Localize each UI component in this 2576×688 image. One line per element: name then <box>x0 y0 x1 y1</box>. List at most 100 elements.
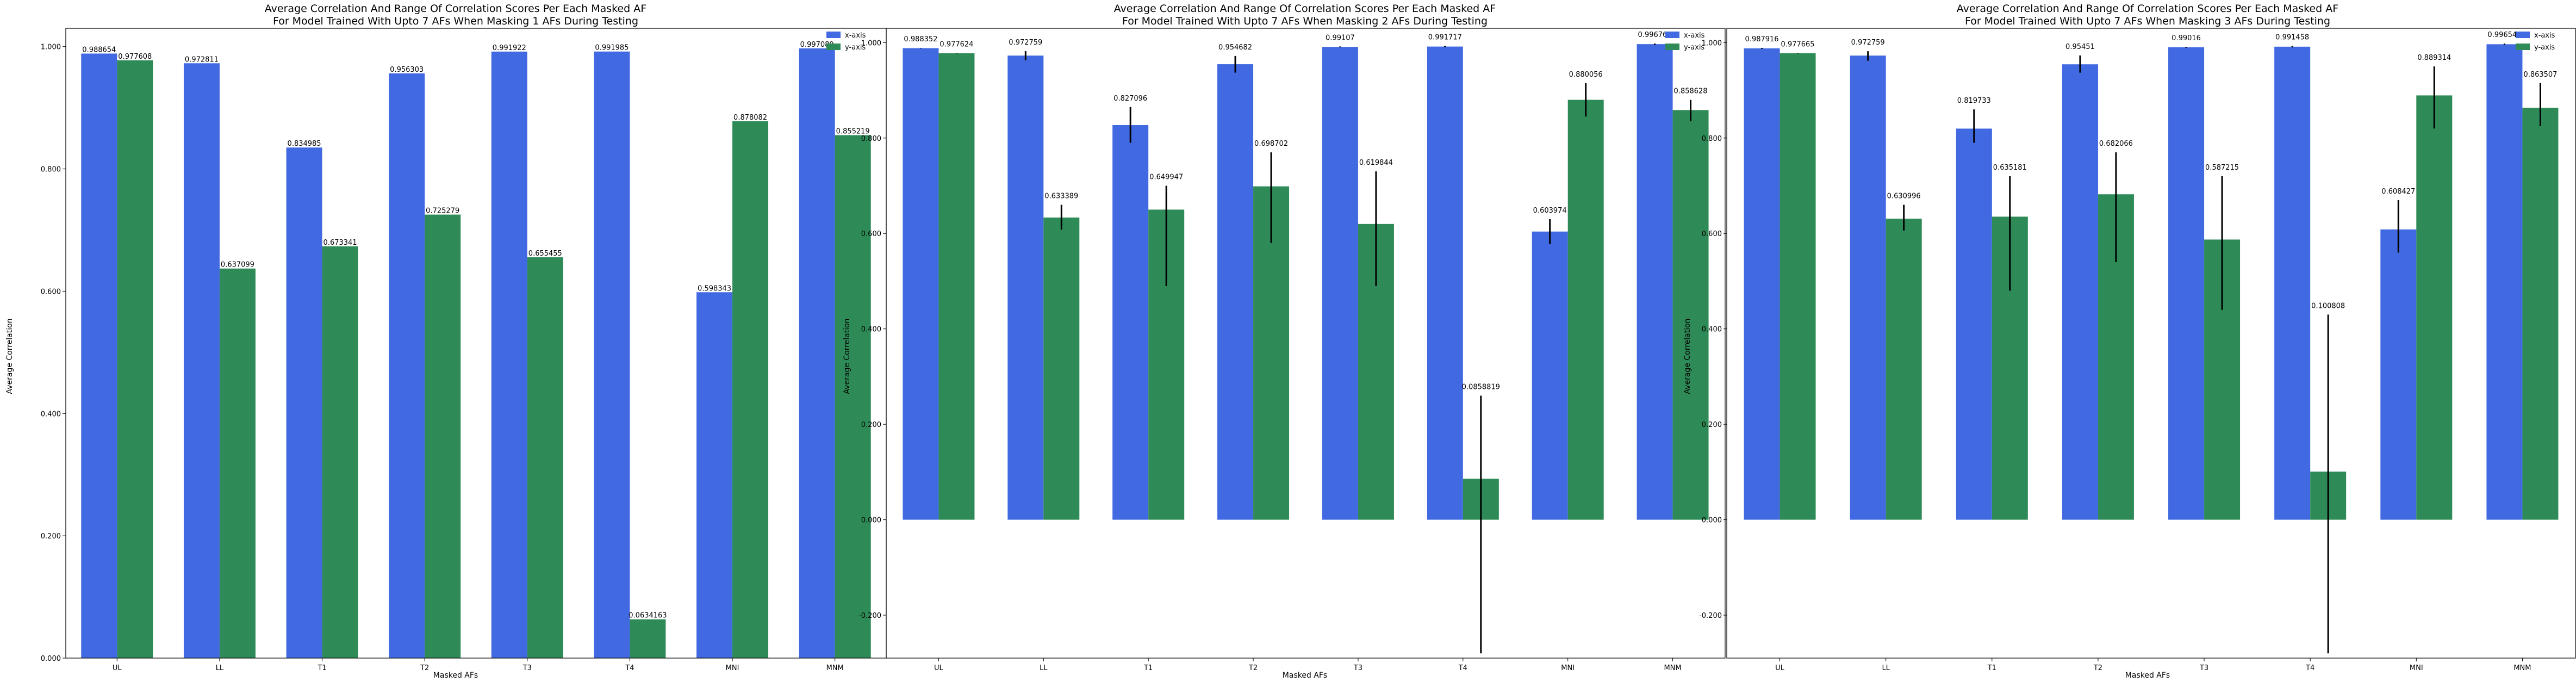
data-label: 0.991985 <box>595 44 629 52</box>
x-tick-label: T3 <box>522 664 532 672</box>
chart-panel-1: Average Correlation And Range Of Correla… <box>5 3 887 680</box>
legend-swatch <box>1665 44 1679 50</box>
data-label: 0.633389 <box>1044 193 1078 201</box>
data-label: 0.996545 <box>2487 31 2521 39</box>
legend-label: x-axis <box>1684 32 1705 40</box>
data-label: 0.655455 <box>528 250 562 258</box>
data-label: 0.598343 <box>698 284 731 293</box>
x-axis-bar <box>696 292 733 658</box>
x-tick-label: T3 <box>1353 664 1362 672</box>
y-tick-label: 0.800 <box>41 166 61 174</box>
data-label: 0.834985 <box>288 140 321 148</box>
y-axis-bar <box>835 135 871 659</box>
x-axis-bar <box>2380 229 2417 520</box>
legend-swatch <box>826 44 841 50</box>
x-axis-bar <box>1217 64 1254 520</box>
data-label: 0.991922 <box>493 44 526 52</box>
y-axis-bar <box>1779 53 1816 520</box>
legend-label: x-axis <box>2534 32 2555 40</box>
x-tick-label: MNM <box>826 664 844 672</box>
x-tick-label: T4 <box>625 664 634 672</box>
y-axis-bar <box>425 214 461 658</box>
data-label: 0.972759 <box>1009 39 1042 47</box>
data-label: 0.987916 <box>1745 35 1779 44</box>
chart-title: Average Correlation And Range Of Correla… <box>1957 3 2338 15</box>
x-tick-label: T2 <box>1248 664 1258 672</box>
legend: x-axis y-axis <box>826 32 866 52</box>
x-axis-bar <box>594 51 630 658</box>
data-label: 0.996766 <box>1638 31 1672 39</box>
data-label: 0.673341 <box>323 239 357 247</box>
data-label: 0.858628 <box>1674 88 1708 96</box>
legend-swatch <box>826 32 841 38</box>
data-label: 0.977608 <box>118 53 152 61</box>
data-label: 0.587215 <box>2205 164 2239 172</box>
data-label: 0.954682 <box>1218 44 1252 52</box>
x-tick-label: MNI <box>726 664 739 672</box>
plot-frame <box>1726 28 2576 659</box>
data-label: 0.956303 <box>390 66 424 74</box>
x-axis-bar <box>1427 46 1463 520</box>
data-label: 0.603974 <box>1533 207 1567 215</box>
y-tick-label: 0.200 <box>861 421 881 429</box>
data-label: 0.0858819 <box>1462 383 1500 392</box>
y-axis-bar <box>2522 108 2559 520</box>
x-tick-label: T4 <box>1458 664 1467 672</box>
x-tick-label: UL <box>934 664 944 672</box>
data-label: 0.619844 <box>1359 159 1393 167</box>
y-axis-bar <box>117 60 153 659</box>
x-tick-label: T1 <box>1143 664 1153 672</box>
data-label: 0.972759 <box>1851 39 1885 47</box>
y-tick-label: 0.600 <box>41 288 61 296</box>
y-axis-bar <box>1567 100 1604 520</box>
chart-title: Average Correlation And Range Of Correla… <box>1114 3 1496 15</box>
data-label: 0.698702 <box>1254 140 1288 148</box>
x-axis-bar <box>183 63 220 658</box>
y-axis-bar <box>322 246 358 658</box>
x-tick-label: T3 <box>2199 664 2208 672</box>
data-label: 0.635181 <box>1993 164 2027 172</box>
data-label: 0.819733 <box>1957 97 1991 105</box>
x-axis-bar <box>286 147 322 658</box>
x-axis-bar <box>389 73 425 658</box>
x-axis-bar <box>2486 44 2523 520</box>
y-axis-bar <box>938 53 975 520</box>
x-tick-label: T1 <box>317 664 326 672</box>
x-axis-bar <box>1532 231 1568 520</box>
data-label: 0.100808 <box>2311 302 2345 310</box>
chart-panel-2: Average Correlation And Range Of Correla… <box>843 3 1726 680</box>
y-tick-label: 0.800 <box>861 135 881 143</box>
data-label: 0.649947 <box>1149 173 1183 182</box>
y-axis-label: Average Correlation <box>5 318 14 394</box>
x-axis-bar <box>491 51 527 658</box>
x-tick-label: T2 <box>2093 664 2102 672</box>
chart-subtitle: For Model Trained With Upto 7 AFs When M… <box>1965 15 2330 27</box>
y-tick-label: 0.200 <box>41 532 61 541</box>
legend-label: y-axis <box>1684 44 1704 52</box>
y-axis-bar <box>1043 217 1080 520</box>
data-label: 0.99107 <box>1326 34 1355 42</box>
data-label: 0.637099 <box>221 261 254 269</box>
x-tick-label: T1 <box>1987 664 1996 672</box>
y-axis-label: Average Correlation <box>1683 318 1692 394</box>
data-label: 0.630996 <box>1887 193 1921 201</box>
data-label: 0.880056 <box>1569 71 1603 79</box>
y-tick-label: 0.000 <box>1702 517 1722 525</box>
x-axis-label: Masked AFs <box>1283 671 1327 680</box>
x-tick-label: LL <box>216 664 224 672</box>
legend-swatch <box>2516 44 2530 50</box>
x-axis-label: Masked AFs <box>433 671 478 680</box>
y-tick-label: -0.200 <box>1699 612 1722 620</box>
x-tick-label: T2 <box>420 664 429 672</box>
x-axis-bar <box>1007 55 1044 520</box>
x-axis-bar <box>1956 128 1992 520</box>
x-axis-label: Masked AFs <box>2125 671 2170 680</box>
y-axis-bar <box>527 257 563 658</box>
y-tick-label: 1.000 <box>861 39 881 47</box>
legend-swatch <box>2516 32 2530 38</box>
y-tick-label: 0.400 <box>41 410 61 418</box>
x-axis-bar <box>1637 44 1673 520</box>
data-label: 0.991458 <box>2275 33 2309 41</box>
